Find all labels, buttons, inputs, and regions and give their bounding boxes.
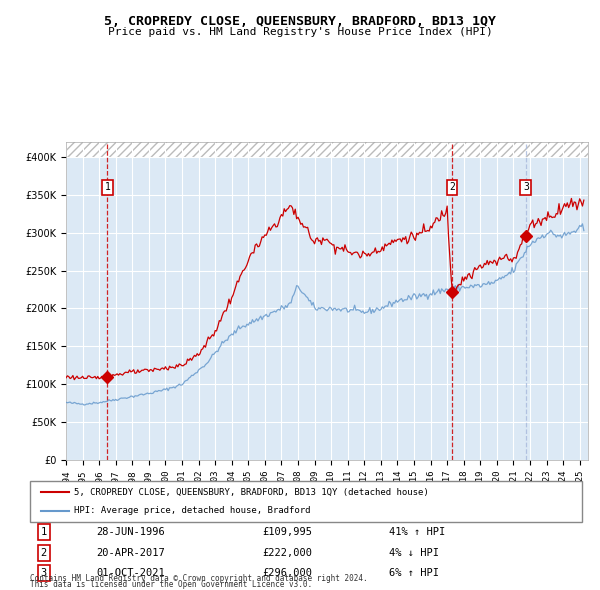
Text: 2: 2 <box>41 548 47 558</box>
Polygon shape <box>66 142 588 157</box>
Text: 3: 3 <box>523 182 529 192</box>
Text: 6% ↑ HPI: 6% ↑ HPI <box>389 568 439 578</box>
FancyBboxPatch shape <box>30 481 582 522</box>
Text: HPI: Average price, detached house, Bradford: HPI: Average price, detached house, Brad… <box>74 506 311 515</box>
Text: Price paid vs. HM Land Registry's House Price Index (HPI): Price paid vs. HM Land Registry's House … <box>107 27 493 37</box>
Text: £109,995: £109,995 <box>262 527 312 537</box>
Text: Contains HM Land Registry data © Crown copyright and database right 2024.: Contains HM Land Registry data © Crown c… <box>30 574 368 583</box>
Text: 1: 1 <box>41 527 47 537</box>
Text: 28-JUN-1996: 28-JUN-1996 <box>96 527 165 537</box>
Text: 2: 2 <box>449 182 455 192</box>
Text: This data is licensed under the Open Government Licence v3.0.: This data is licensed under the Open Gov… <box>30 580 312 589</box>
Text: 1: 1 <box>104 182 110 192</box>
Text: 5, CROPREDY CLOSE, QUEENSBURY, BRADFORD, BD13 1QY: 5, CROPREDY CLOSE, QUEENSBURY, BRADFORD,… <box>104 15 496 28</box>
Text: 4% ↓ HPI: 4% ↓ HPI <box>389 548 439 558</box>
Text: 41% ↑ HPI: 41% ↑ HPI <box>389 527 445 537</box>
Text: £296,000: £296,000 <box>262 568 312 578</box>
Text: 20-APR-2017: 20-APR-2017 <box>96 548 165 558</box>
Text: 5, CROPREDY CLOSE, QUEENSBURY, BRADFORD, BD13 1QY (detached house): 5, CROPREDY CLOSE, QUEENSBURY, BRADFORD,… <box>74 488 429 497</box>
Text: 01-OCT-2021: 01-OCT-2021 <box>96 568 165 578</box>
Text: £222,000: £222,000 <box>262 548 312 558</box>
Text: 3: 3 <box>41 568 47 578</box>
